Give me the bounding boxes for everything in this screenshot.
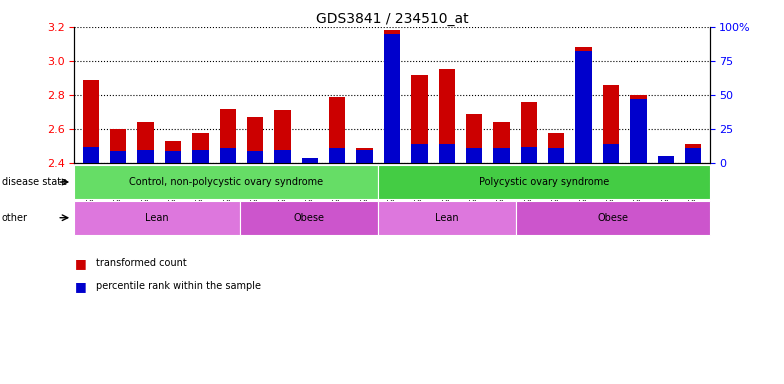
Bar [493, 122, 510, 163]
Text: ■: ■ [74, 257, 86, 270]
Text: transformed count: transformed count [96, 258, 187, 268]
Bar [521, 147, 537, 163]
Bar [137, 150, 154, 163]
Bar [274, 150, 291, 163]
Bar [438, 70, 455, 163]
Bar [165, 141, 181, 163]
Bar [438, 144, 455, 163]
Bar [466, 114, 482, 163]
Bar [603, 85, 619, 163]
Bar [548, 132, 564, 163]
Text: Lean: Lean [146, 213, 169, 223]
Bar [685, 144, 702, 163]
Bar [411, 144, 427, 163]
Bar [521, 102, 537, 163]
Bar [247, 151, 263, 163]
Text: Control, non-polycystic ovary syndrome: Control, non-polycystic ovary syndrome [129, 177, 323, 187]
Text: percentile rank within the sample: percentile rank within the sample [96, 281, 261, 291]
Bar [165, 151, 181, 163]
Bar [137, 122, 154, 163]
Bar [685, 148, 702, 163]
Bar [220, 148, 236, 163]
Bar [220, 109, 236, 163]
Bar [329, 97, 346, 163]
Text: ■: ■ [74, 280, 86, 293]
Bar [658, 156, 674, 163]
Bar [110, 129, 126, 163]
Bar [192, 132, 209, 163]
Bar [384, 30, 400, 163]
Bar [192, 150, 209, 163]
Bar [575, 47, 592, 163]
Text: Obese: Obese [294, 213, 325, 223]
Bar [82, 147, 99, 163]
Bar [411, 74, 427, 163]
Bar [329, 148, 346, 163]
Bar [302, 160, 318, 163]
Bar [630, 95, 647, 163]
Text: disease state: disease state [2, 177, 67, 187]
Bar [658, 158, 674, 163]
Text: Polycystic ovary syndrome: Polycystic ovary syndrome [479, 177, 609, 187]
Text: other: other [2, 213, 27, 223]
Bar [82, 80, 99, 163]
Bar [357, 148, 373, 163]
Bar [247, 117, 263, 163]
Text: Obese: Obese [597, 213, 629, 223]
Bar [466, 148, 482, 163]
Bar [110, 151, 126, 163]
Bar [384, 34, 400, 163]
Bar [575, 51, 592, 163]
Bar [548, 148, 564, 163]
Bar [302, 158, 318, 163]
Bar [630, 99, 647, 163]
Title: GDS3841 / 234510_at: GDS3841 / 234510_at [316, 12, 468, 26]
Bar [603, 144, 619, 163]
Bar [493, 148, 510, 163]
Bar [357, 150, 373, 163]
Text: Lean: Lean [435, 213, 459, 223]
Bar [274, 110, 291, 163]
